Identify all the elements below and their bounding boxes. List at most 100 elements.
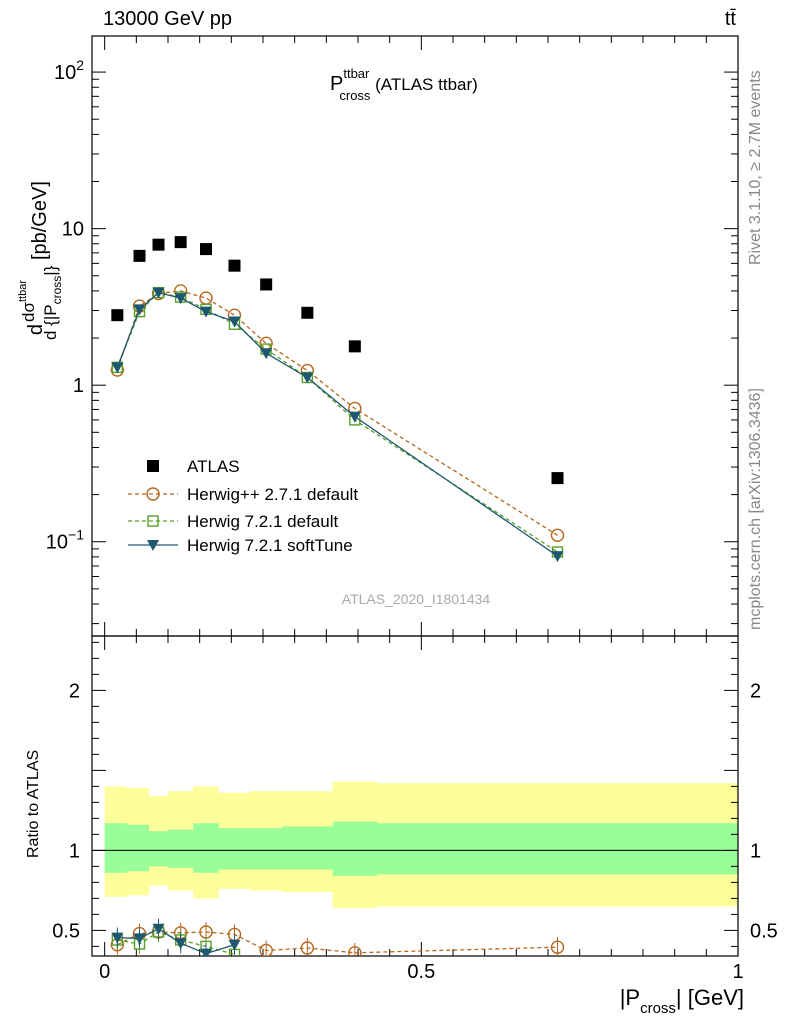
xlabel-post: | [GeV] [676,985,744,1010]
ratio-y-tick-label-right: 1 [750,840,761,862]
ratio-ylabel: Ratio to ATLAS [25,750,42,858]
ratio-point-softtune [152,923,165,935]
main-y-tick-exp: 2 [76,57,84,73]
legend-entry-herwig721: Herwig 7.2.1 default [128,512,338,531]
ratio-panel: 0 0.5 1 0.5 0.5 1 1 2 2 [52,635,778,983]
ratio-y-tick-label: 2 [69,680,80,702]
legend-marker [146,487,160,501]
ylabel-unit: [pb/GeV] [29,181,51,266]
series-softtune [111,287,564,563]
data-point-atlas [111,309,124,322]
legend-entry-atlas: ATLAS [147,457,240,476]
data-point-softtune [133,304,146,316]
data-point-herwigpp [259,336,273,351]
data-point-atlas [301,306,314,319]
main-y-tick-label: 10−1 [46,527,84,554]
ratio-frame [91,635,739,957]
ratio-point-softtune [228,939,241,951]
data-point-atlas [133,249,146,262]
ylabel-sigma: dσ [19,302,38,322]
x-tick-label: 1 [732,961,743,983]
legend-entry-herwigpp: Herwig++ 2.7.1 default [128,485,358,504]
data-point-atlas [200,243,212,256]
ratio-line-softtune [117,928,235,955]
data-point-softtune [174,293,187,305]
data-point-atlas [228,259,241,272]
ratio-point-softtune [200,948,212,956]
xlabel-sub: cross [640,1000,676,1017]
main-y-tick-base: 10 [62,219,84,241]
ratio-point-softtune [174,938,187,950]
plot-title: Pttbar cross (ATLAS ttbar) [330,66,478,103]
main-y-tick-base: 1 [73,375,84,397]
data-point-atlas [174,236,187,249]
data-point-softtune [228,316,241,328]
data-point-softtune [348,411,361,423]
ratio-band-inner [104,821,738,876]
rivet-version-label: Rivet 3.1.10, ≥ 2.7M events [747,70,764,265]
legend-marker [147,460,159,472]
legend-marker [147,515,159,527]
ratio-y-tick-label-right: 2 [750,680,761,702]
ratio-y-tick-label: 0.5 [52,920,80,942]
ratio-line-herwigpp [117,931,558,954]
ylabel-denom-sub: cross [50,276,64,305]
data-point-atlas [260,278,273,291]
ratio-series-softtune [111,918,241,956]
ratio-point-herwigpp [259,943,273,956]
main-y-tick-base: 10 [54,62,76,84]
legend: ATLAS Herwig++ 2.7.1 default Herwig 7.2.1 … [128,457,358,555]
main-ylabel: d dσttbar d {|Pcross|} [pb/GeV] [17,181,64,340]
data-point-atlas [551,472,564,485]
ratio-point-herwigpp [300,941,315,955]
main-y-tick-label: 102 [54,57,84,84]
x-tick-label: 0.5 [407,961,435,983]
data-point-softtune [260,348,273,360]
xlabel-pre: |P [620,985,640,1010]
energy-label: 13000 GeV pp [103,8,232,30]
ylabel-d: d [25,324,47,335]
ratio-point-softtune [133,933,146,945]
main-ylabel-text: d dσttbar d {|Pcross|} [pb/GeV] [17,181,64,340]
plot-title-sup: ttbar [343,66,370,81]
x-axis-label: |Pcross| [GeV] [620,985,744,1017]
main-y-tick-exp: −1 [68,527,84,543]
legend-label: Herwig 7.2.1 softTune [187,536,353,555]
ratio-point-herwigpp [550,940,565,954]
data-point-softtune [200,306,212,318]
data-point-herwigpp [199,291,213,305]
data-point-softtune [301,372,314,384]
ylabel-denom: d {|P [41,304,60,340]
legend-label: ATLAS [187,457,240,476]
plot-title-sub: cross [339,88,371,103]
series-line-herwig721 [116,291,558,553]
ylabel-denom-close: |} [41,265,60,275]
ratio-point-herwigpp [348,946,362,956]
data-point-atlas [152,238,165,251]
main-y-tick-label: 10 [62,219,84,241]
ylabel-sigma-sup: ttbar [17,280,29,302]
plot-title-main: P [330,73,343,95]
x-tick-label: 0 [99,961,110,983]
main-y-tick-label: 1 [73,375,84,397]
series-line-softtune [116,291,558,557]
legend-marker [147,540,159,551]
legend-label: Herwig 7.2.1 default [187,512,338,531]
plot-title-rest: (ATLAS ttbar) [370,75,477,94]
ratio-y-tick-label: 1 [69,840,80,862]
ratio-y-tick-label-right: 0.5 [750,920,778,942]
mcplots-label: mcplots.cern.ch [arXiv:1306.3436] [747,388,764,630]
data-point-softtune [111,362,124,374]
data-point-softtune [551,551,564,563]
ratio-point-softtune [111,932,124,944]
series-atlas [111,236,564,485]
analysis-watermark: ATLAS_2020_I1801434 [342,591,491,607]
series-line-herwigpp [116,290,558,536]
legend-entry-softtune: Herwig 7.2.1 softTune [128,536,353,555]
data-point-herwigpp [550,528,565,542]
process-label: tt̄ [725,8,737,30]
legend-label: Herwig++ 2.7.1 default [187,485,358,504]
data-point-softtune [152,287,165,299]
